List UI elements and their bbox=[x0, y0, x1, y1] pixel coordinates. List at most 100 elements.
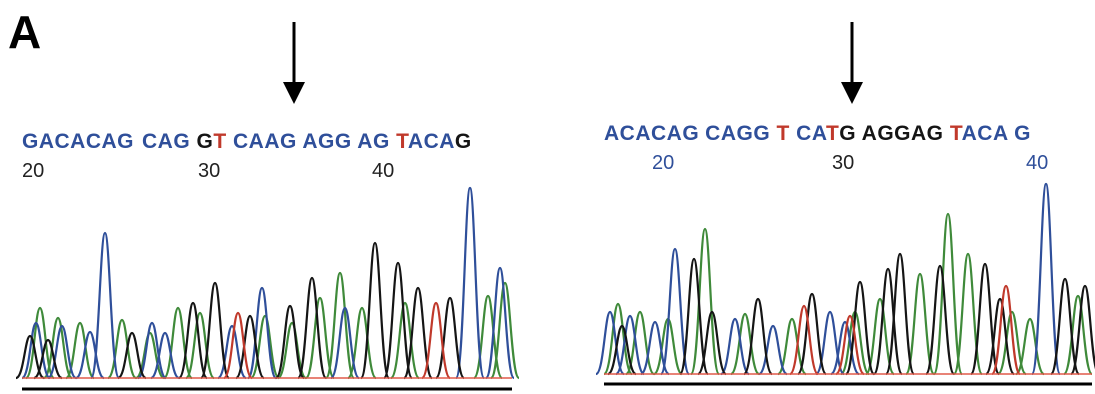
right-traces-A-peak bbox=[1014, 317, 1046, 376]
left-traces-A-peak bbox=[276, 321, 308, 380]
left-traces-A-peak bbox=[304, 296, 336, 380]
right-traces-A-peak bbox=[729, 312, 761, 376]
left-traces-A-peak bbox=[249, 314, 281, 380]
right-chromatogram: ACACAG CAGG T CATG AGGAG TACA G 20 30 40 bbox=[594, 122, 1095, 386]
left-traces-C-peak bbox=[454, 186, 486, 380]
left-chromatogram: GACACAG CAG GT CAAG AGG AG TACAG 20 30 40 bbox=[15, 130, 521, 391]
right-traces-G-peak bbox=[1049, 277, 1081, 376]
left-traces-G-peak bbox=[177, 301, 209, 380]
right-traces-A-peak bbox=[776, 317, 808, 376]
left-traces-A-peak bbox=[389, 301, 421, 380]
right-mutation-arrow bbox=[841, 22, 863, 104]
right-traces-A-peak bbox=[689, 227, 721, 376]
right-traces-A-peak bbox=[602, 302, 634, 376]
left-traces-A-peak bbox=[24, 306, 56, 380]
right-seq-seg: T bbox=[826, 122, 839, 145]
left-traces-T-peak bbox=[222, 311, 254, 380]
left-position-20: 20 bbox=[22, 160, 44, 182]
left-traces-A-peak bbox=[42, 316, 74, 380]
left-traces-C-peak bbox=[136, 321, 168, 380]
right-traces-A-peak bbox=[624, 310, 656, 376]
right-traces-A-peak bbox=[932, 212, 964, 376]
left-traces-G-peak bbox=[402, 286, 434, 380]
right-traces-C-peak bbox=[659, 247, 691, 376]
right-seq-seg: ACA G bbox=[962, 122, 1031, 145]
left-traces-G-peak bbox=[434, 296, 466, 380]
right-traces-G-peak bbox=[924, 264, 956, 376]
right-traces-C-peak bbox=[594, 310, 626, 376]
right-traces-G-peak bbox=[742, 297, 774, 376]
right-seq-seg: CAGG bbox=[705, 122, 770, 145]
left-traces-A-peak bbox=[184, 311, 216, 380]
right-traces-G-peak bbox=[872, 267, 904, 376]
left-traces-C-peak bbox=[246, 286, 278, 380]
right-traces-G-peak bbox=[696, 310, 728, 376]
right-seq-seg: G AGGAG bbox=[839, 122, 950, 145]
panel-label: A bbox=[8, 6, 41, 58]
right-traces-T-peak bbox=[990, 284, 1022, 376]
right-traces-G-peak bbox=[678, 257, 710, 376]
right-traces-C-peak bbox=[1030, 182, 1062, 376]
left-traces-G-peak bbox=[199, 281, 231, 380]
left-traces-A-peak bbox=[106, 318, 138, 380]
left-traces-G-peak bbox=[234, 314, 266, 380]
left-traces-C-peak bbox=[46, 324, 78, 380]
left-traces-C-peak bbox=[150, 331, 180, 380]
right-seq-seg: ACACAG bbox=[604, 122, 699, 145]
right-seq-seg: T bbox=[950, 122, 963, 145]
left-traces-G-peak bbox=[382, 261, 414, 380]
right-seq-seg: CA bbox=[790, 122, 827, 145]
right-traces-G-peak bbox=[1069, 284, 1095, 376]
right-traces-G-peak bbox=[884, 252, 916, 376]
right-traces-A-peak bbox=[952, 252, 984, 376]
right-traces-A-peak bbox=[1062, 294, 1094, 376]
right-traces-A-peak bbox=[904, 272, 936, 376]
right-traces-G-peak bbox=[606, 324, 638, 376]
left-traces-T-peak bbox=[420, 301, 452, 380]
right-traces-T-peak bbox=[788, 304, 820, 376]
left-seq-seg: GACACAG bbox=[22, 130, 134, 153]
left-traces-G-peak bbox=[117, 331, 147, 380]
left-position-40: 40 bbox=[372, 160, 394, 182]
left-traces-C-peak bbox=[89, 231, 121, 380]
right-trace-group bbox=[594, 182, 1095, 376]
left-traces-A-peak bbox=[346, 306, 378, 380]
right-traces-T-peak bbox=[834, 314, 866, 376]
right-seq-seg: T bbox=[770, 122, 790, 145]
left-traces-C-peak bbox=[74, 330, 106, 380]
left-seq-seg: CAG bbox=[142, 130, 190, 153]
right-traces-C-peak bbox=[614, 314, 646, 376]
left-traces-C-peak bbox=[484, 266, 516, 380]
left-traces-G-peak bbox=[359, 241, 391, 380]
right-position-20: 20 bbox=[652, 152, 674, 174]
left-traces-G-peak bbox=[296, 276, 328, 380]
right-position-30: 30 bbox=[832, 152, 854, 174]
left-traces-G-peak bbox=[33, 338, 63, 380]
left-sequence: GACACAG CAG GT CAAG AGG AG TACAG bbox=[22, 130, 472, 153]
left-seq-seg: T bbox=[213, 130, 226, 153]
right-sequence: ACACAG CAGG T CATG AGGAG TACA G bbox=[604, 122, 1031, 145]
left-trace-group bbox=[15, 186, 521, 380]
right-traces-G-peak bbox=[984, 297, 1016, 376]
left-traces-C-peak bbox=[329, 306, 361, 380]
left-seq-seg: ACA bbox=[408, 130, 455, 153]
left-seq-seg: G bbox=[190, 130, 213, 153]
left-mutation-arrow bbox=[283, 22, 305, 104]
right-traces-G-peak bbox=[796, 292, 828, 376]
left-traces-A-peak bbox=[324, 271, 356, 380]
left-traces-G-peak bbox=[274, 304, 306, 380]
right-traces-C-peak bbox=[829, 320, 861, 376]
right-traces-G-peak bbox=[844, 280, 876, 376]
left-seq-seg: T bbox=[396, 130, 409, 153]
left-traces-A-peak bbox=[489, 281, 521, 380]
left-seq-seg: CAAG AGG AG bbox=[227, 130, 396, 153]
left-traces-C-peak bbox=[20, 321, 52, 380]
right-traces-C-peak bbox=[719, 317, 751, 376]
left-position-30: 30 bbox=[198, 160, 220, 182]
right-traces-C-peak bbox=[757, 324, 789, 376]
left-seq-seg: G bbox=[455, 130, 472, 153]
right-position-40: 40 bbox=[1026, 152, 1048, 174]
left-traces-A-peak bbox=[162, 306, 194, 380]
right-traces-A-peak bbox=[864, 297, 896, 376]
